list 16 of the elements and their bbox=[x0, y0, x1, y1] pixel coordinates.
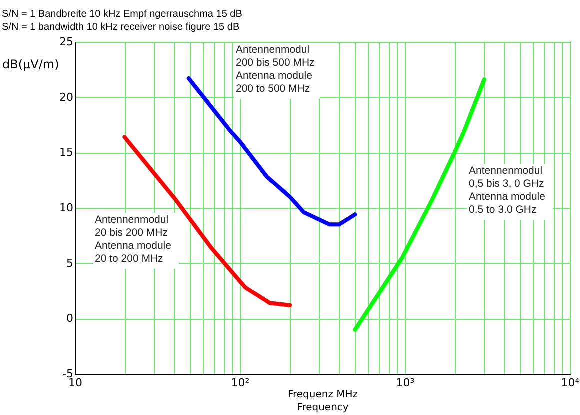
y-tick-label: 15 bbox=[60, 146, 74, 160]
text: S/N = 1 bandwidth 10 kHz receiver noise figure 15 dB bbox=[2, 22, 240, 33]
y-tick-label: 5 bbox=[66, 256, 74, 270]
y-tick-label: 25 bbox=[60, 36, 74, 48]
x-tick-label: 10³ bbox=[396, 376, 415, 390]
x-tick-label: 10⁴ bbox=[561, 376, 580, 390]
annotation: Antennenmodul 20 bis 200 MHz Antenna module 20 to 200 MHz bbox=[95, 214, 172, 265]
y-tick-label: 20 bbox=[60, 90, 74, 104]
x-tick-label: 10² bbox=[231, 376, 250, 390]
y-tick-label: 0 bbox=[66, 312, 74, 326]
y-tick-label: 10 bbox=[60, 202, 74, 214]
x-axis-title: Frequenz MHz Frequency bbox=[288, 390, 358, 414]
annotation: Antennenmodul 200 bis 500 MHz Antenna module 200 to 500 MHz bbox=[236, 44, 315, 95]
annotation: Antennenmodul 0,5 bis 3, 0 GHz Antenna module 0.5 to 3.0 GHz bbox=[469, 165, 546, 216]
y-axis-title: dB(μV/m) bbox=[2, 58, 60, 72]
text: S/N = 1 Bandbreite 10 kHz Empf ngerrauschma 15 dB bbox=[2, 9, 242, 20]
